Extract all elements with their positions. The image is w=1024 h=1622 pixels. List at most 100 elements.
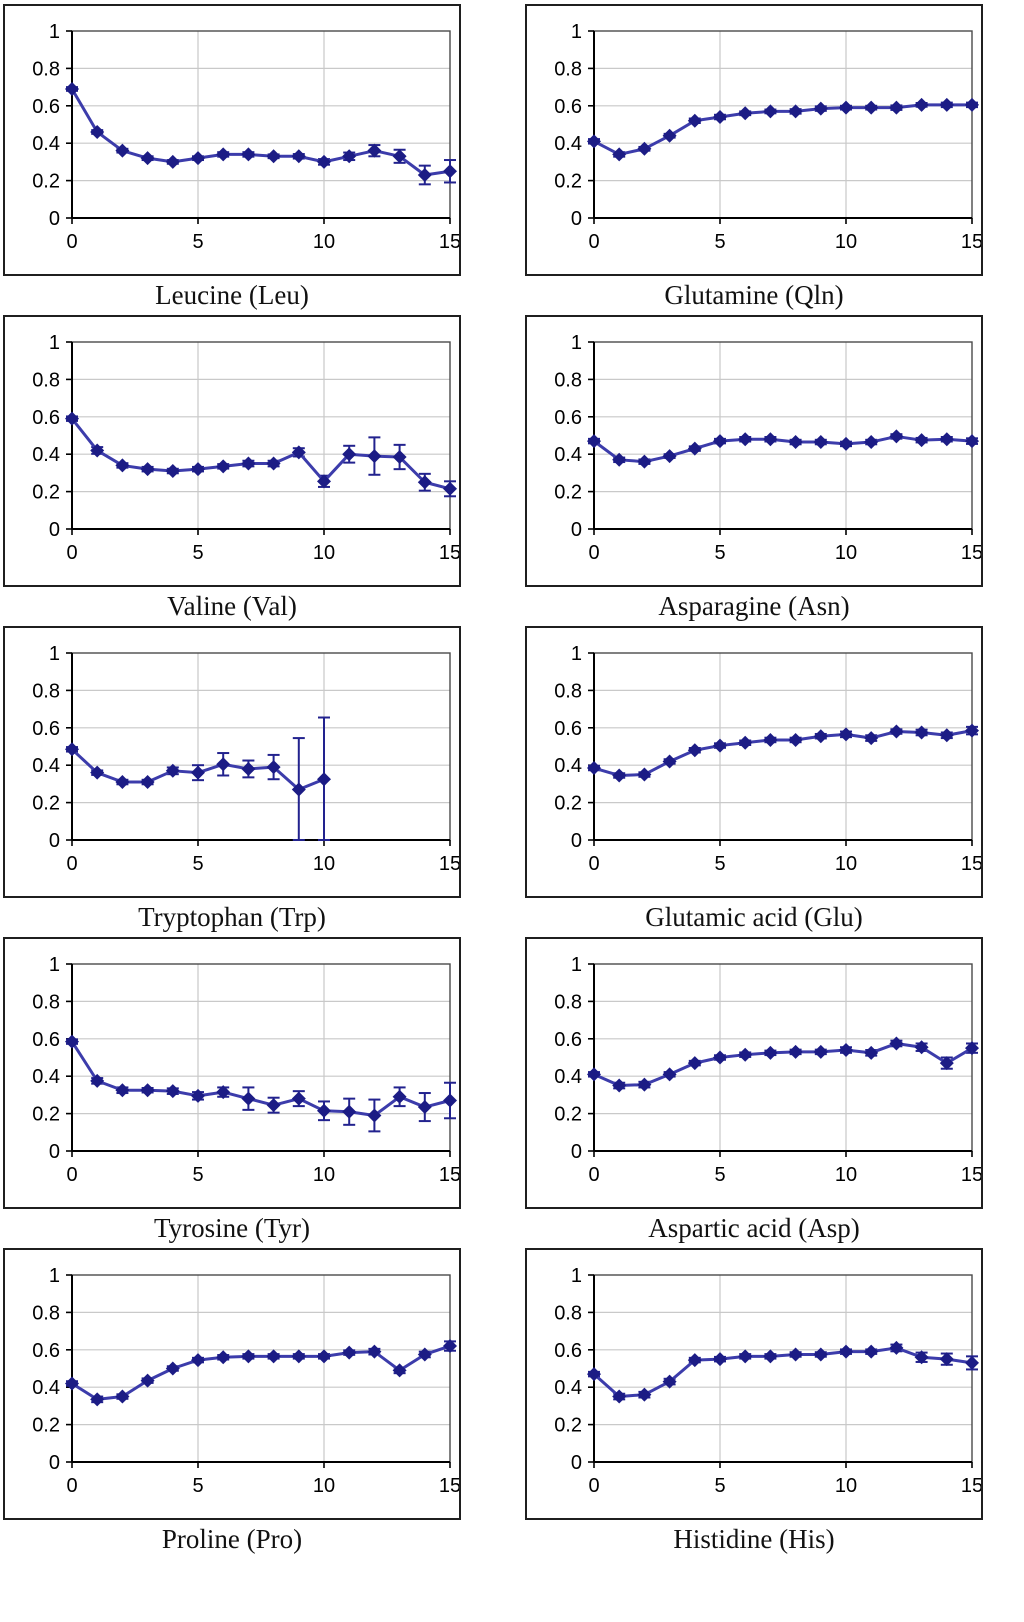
data-point-marker xyxy=(367,449,382,464)
data-point-marker xyxy=(612,1389,627,1404)
series-line xyxy=(593,1346,973,1399)
data-point-marker xyxy=(587,434,601,449)
data-point-marker xyxy=(392,1363,407,1378)
chart-panel-proline: 0 0.2 0.4 0.6 0.8 1 0 5 10 15 Proline (Pro) xyxy=(3,1248,461,1559)
series-line xyxy=(593,1041,973,1088)
x-tick-label: 5 xyxy=(714,853,725,875)
chart-panel-tryptophan: 0 0.2 0.4 0.6 0.8 1 0 5 10 15 Tryptophan (Trp) xyxy=(3,626,461,937)
y-tick-label: 0 xyxy=(49,519,60,541)
data-point-marker xyxy=(115,775,130,790)
y-tick-label: 1 xyxy=(49,1265,60,1287)
data-point-marker xyxy=(914,1040,929,1055)
plot-area-border xyxy=(71,341,451,530)
data-point-marker xyxy=(612,452,627,467)
plot-area-border xyxy=(593,963,973,1152)
series-line xyxy=(70,88,451,177)
chart-caption-leucine: Leucine (Leu) xyxy=(155,280,309,310)
series-line xyxy=(70,417,451,491)
x-tick-label: 5 xyxy=(714,542,725,564)
data-point-marker xyxy=(317,154,331,169)
x-tick-label: 5 xyxy=(192,542,203,564)
data-point-marker xyxy=(216,1085,231,1100)
data-point-marker xyxy=(939,1352,954,1367)
x-tick-label: 0 xyxy=(66,853,77,875)
chart-glutamine: 0 0.2 0.4 0.6 0.8 1 0 5 10 15 xyxy=(525,4,983,276)
data-point-marker xyxy=(291,1349,306,1364)
y-tick-label: 0.2 xyxy=(32,793,60,815)
data-point-marker xyxy=(587,761,601,776)
y-tick-label: 1 xyxy=(49,643,60,665)
data-point-marker xyxy=(788,732,803,747)
chart-caption-tryptophan: Tryptophan (Trp) xyxy=(138,902,326,932)
data-point-marker xyxy=(90,443,105,458)
y-tick-label: 0.4 xyxy=(554,1377,582,1399)
chart-svg: 00.20.40.60.810 5 10 15 xyxy=(554,643,981,875)
data-point-marker xyxy=(165,1084,180,1099)
data-point-marker xyxy=(939,97,954,112)
x-tick-label: 0 xyxy=(66,231,77,253)
data-point-marker xyxy=(140,775,155,790)
y-tick-label: 0 xyxy=(571,519,582,541)
data-point-marker xyxy=(939,1056,954,1071)
data-point-marker xyxy=(612,147,627,162)
data-point-marker xyxy=(266,1098,281,1113)
chart-caption-glutamic-acid: Glutamic acid (Glu) xyxy=(645,902,863,932)
data-point-marker xyxy=(90,1073,105,1088)
data-point-marker xyxy=(191,1353,205,1368)
data-point-marker xyxy=(713,738,727,753)
plot-area-border xyxy=(593,1274,973,1463)
x-tick-label: 15 xyxy=(961,1475,981,1497)
data-point-marker xyxy=(662,1067,677,1082)
data-point-marker xyxy=(317,772,331,787)
data-point-marker xyxy=(763,1045,778,1060)
x-tick-label: 15 xyxy=(439,853,459,875)
y-tick-label: 1 xyxy=(571,954,582,976)
chart-aspartic-acid: 0 0.2 0.4 0.6 0.8 1 0 5 10 15 xyxy=(525,937,983,1209)
data-point-marker xyxy=(939,432,954,447)
chart-caption-asparagine: Asparagine (Asn) xyxy=(658,591,850,621)
x-tick-label: 10 xyxy=(835,1164,857,1186)
y-tick-label: 0.4 xyxy=(32,133,60,155)
chart-caption-proline: Proline (Pro) xyxy=(161,1524,303,1554)
y-tick-label: 0.8 xyxy=(32,991,60,1013)
data-point-marker xyxy=(241,1091,256,1106)
data-point-marker xyxy=(788,1044,803,1059)
chart-asparagine: 0 0.2 0.4 0.6 0.8 1 0 5 10 15 xyxy=(525,315,983,587)
data-point-marker xyxy=(65,81,79,96)
data-point-marker xyxy=(241,147,256,162)
data-point-marker xyxy=(889,1036,904,1051)
y-tick-label: 0.2 xyxy=(32,482,60,504)
y-tick-label: 1 xyxy=(571,1265,582,1287)
data-point-marker xyxy=(763,104,778,119)
y-tick-label: 1 xyxy=(571,332,582,354)
x-tick-label: 15 xyxy=(961,853,981,875)
y-tick-label: 0.2 xyxy=(554,482,582,504)
y-tick-label: 0.2 xyxy=(32,171,60,193)
data-point-marker xyxy=(140,462,155,477)
data-point-marker xyxy=(587,1367,601,1382)
data-point-marker xyxy=(889,1340,904,1355)
data-point-marker xyxy=(443,1339,457,1354)
chart-panel-valine: 0 0.2 0.4 0.6 0.8 1 0 5 10 15 Valine (Val) xyxy=(3,315,461,626)
data-point-marker xyxy=(417,167,432,182)
y-tick-label: 0.4 xyxy=(32,755,60,777)
y-tick-label: 0.2 xyxy=(554,793,582,815)
data-point-marker xyxy=(191,765,205,780)
data-point-marker xyxy=(864,1344,879,1359)
y-tick-label: 0.4 xyxy=(554,1066,582,1088)
y-tick-label: 1 xyxy=(571,21,582,43)
chart-caption-aspartic-acid: Aspartic acid (Asp) xyxy=(648,1213,860,1243)
x-tick-label: 10 xyxy=(835,542,857,564)
data-point-marker xyxy=(115,1083,130,1098)
x-tick-label: 5 xyxy=(192,853,203,875)
data-point-marker xyxy=(291,782,306,797)
data-point-marker xyxy=(662,128,677,143)
chart-caption-valine: Valine (Val) xyxy=(167,591,297,621)
data-point-marker xyxy=(813,729,828,744)
data-point-marker xyxy=(241,761,256,776)
y-tick-label: 0 xyxy=(49,208,60,230)
data-point-marker xyxy=(687,441,702,456)
data-point-marker xyxy=(140,151,155,166)
data-point-marker xyxy=(864,100,879,115)
data-point-marker xyxy=(241,1349,256,1364)
